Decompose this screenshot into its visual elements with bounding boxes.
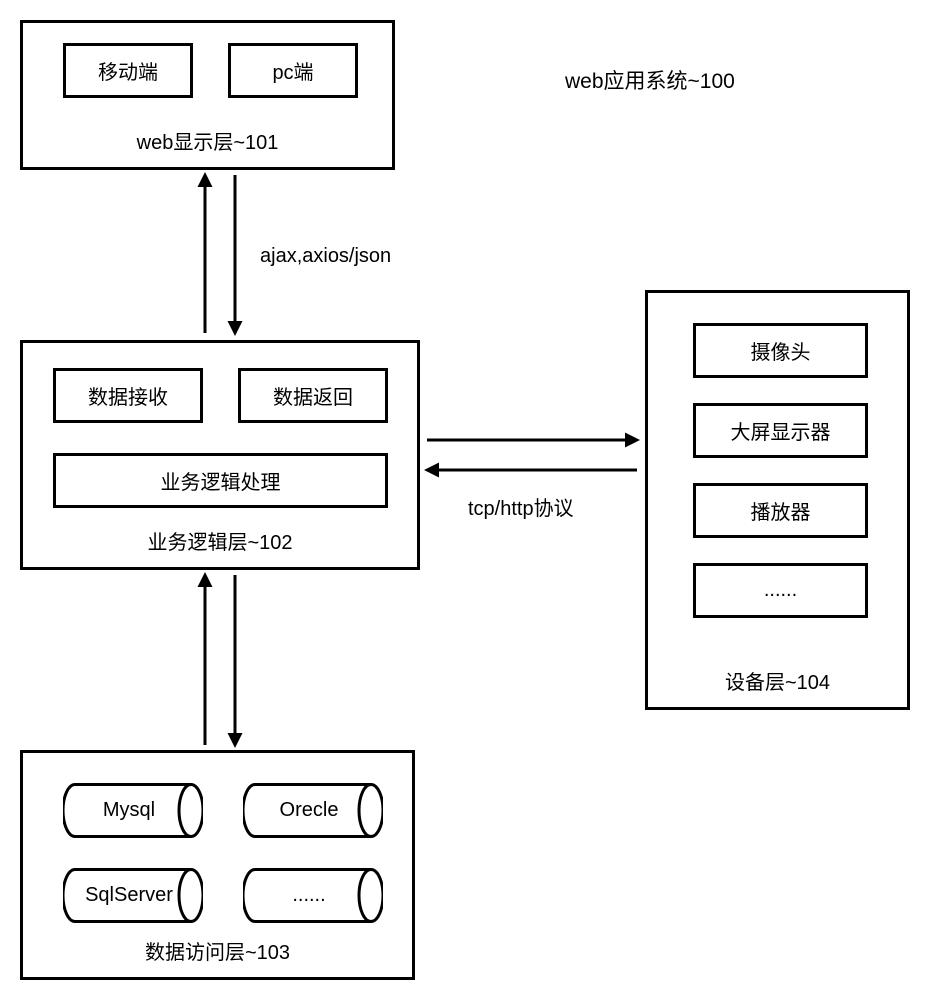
data-layer-box: Mysql Orecle SqlServer...... 数据访问层~103 bbox=[20, 750, 415, 980]
display-layer-caption: web显示层~101 bbox=[23, 126, 392, 155]
device-layer-item-0: 摄像头 bbox=[693, 323, 868, 378]
logic-layer-caption: 业务逻辑层~102 bbox=[23, 526, 417, 555]
data-layer-caption: 数据访问层~103 bbox=[23, 936, 412, 965]
edge-arrows bbox=[427, 425, 637, 485]
logic-layer-item-1: 数据返回 bbox=[238, 368, 388, 423]
logic-layer-item-0: 数据接收 bbox=[53, 368, 203, 423]
logic-layer-item-2: 业务逻辑处理 bbox=[53, 453, 388, 508]
display-layer-item-0: 移动端 bbox=[63, 43, 193, 98]
edge-label: tcp/http协议 bbox=[468, 492, 574, 521]
data-layer-cylinder-2: SqlServer bbox=[63, 868, 203, 923]
display-layer-item-1: pc端 bbox=[228, 43, 358, 98]
edge-label: ajax,axios/json bbox=[260, 245, 391, 268]
cylinder-label: ...... bbox=[261, 868, 357, 923]
device-layer-item-2: 播放器 bbox=[693, 483, 868, 538]
logic-layer-box: 数据接收数据返回业务逻辑处理业务逻辑层~102 bbox=[20, 340, 420, 570]
display-layer-box: 移动端 pc端 web显示层~101 bbox=[20, 20, 395, 170]
cylinder-label: Orecle bbox=[261, 783, 357, 838]
device-layer-item-3: ...... bbox=[693, 563, 868, 618]
cylinder-label: Mysql bbox=[81, 783, 177, 838]
device-layer-caption: 设备层~104 bbox=[648, 666, 907, 695]
data-layer-cylinder-3: ...... bbox=[243, 868, 383, 923]
device-layer-box: 摄像头大屏显示器播放器...... 设备层~104 bbox=[645, 290, 910, 710]
data-layer-cylinder-1: Orecle bbox=[243, 783, 383, 838]
edge-arrows bbox=[180, 575, 260, 745]
edge-arrows bbox=[180, 175, 260, 333]
cylinder-label: SqlServer bbox=[81, 868, 177, 923]
system-title: web应用系统~100 bbox=[565, 65, 735, 95]
data-layer-cylinder-0: Mysql bbox=[63, 783, 203, 838]
device-layer-item-1: 大屏显示器 bbox=[693, 403, 868, 458]
